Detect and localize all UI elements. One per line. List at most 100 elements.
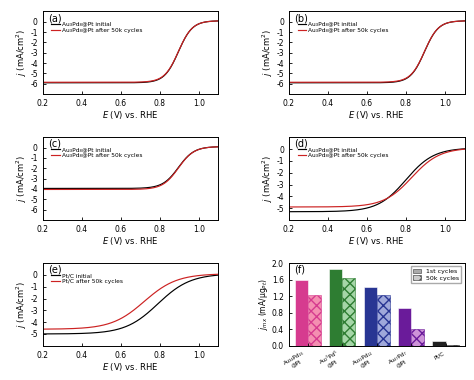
Au₃Pd₈@Pt after 50k cycles	[144, 187, 149, 191]
Au₃Pd₈@Pt initial	[172, 170, 178, 174]
Text: (b): (b)	[294, 13, 308, 23]
Line: Au₃Pd₈@Pt initial: Au₃Pd₈@Pt initial	[289, 21, 465, 83]
Au₃Pd₈@Pt initial	[157, 76, 163, 81]
Au₃Pd₈@Pt after 50k cycles	[157, 184, 163, 188]
Au₃Pd₈@Pt after 50k cycles	[119, 80, 125, 84]
Au₃Pd₈@Pt initial	[403, 76, 409, 81]
Au₃Pd₈@Pt after 50k cycles	[216, 144, 221, 149]
Au₃Pd₈@Pt initial	[216, 144, 221, 149]
Au₃Pd₈@Pt after 50k cycles	[71, 187, 77, 192]
Legend: Au₃Pd₈@Pt initial, Au₃Pd₈@Pt after 50k cycles: Au₃Pd₈@Pt initial, Au₃Pd₈@Pt after 50k c…	[51, 147, 143, 159]
Pt/C after 50k cycles	[172, 279, 178, 283]
Bar	[377, 295, 390, 346]
Pt/C initial	[85, 331, 91, 336]
Bar	[432, 341, 446, 346]
Legend: Au₃Pd₈@Pt initial, Au₃Pd₈@Pt after 50k cycles: Au₃Pd₈@Pt initial, Au₃Pd₈@Pt after 50k c…	[51, 21, 143, 33]
Y-axis label: $j$ (mA/cm$^2$): $j$ (mA/cm$^2$)	[14, 155, 29, 202]
X-axis label: $E$ (V) vs. RHE: $E$ (V) vs. RHE	[102, 109, 159, 122]
Au₃Pd₈@Pt after 50k cycles	[172, 57, 178, 61]
X-axis label: $E$ (V) vs. RHE: $E$ (V) vs. RHE	[102, 235, 159, 247]
Bar	[295, 280, 308, 346]
Pt/C after 50k cycles	[119, 315, 125, 320]
Au₃Pd₈@Pt initial	[331, 209, 337, 214]
Line: Pt/C after 50k cycles: Pt/C after 50k cycles	[43, 274, 219, 329]
Text: (a): (a)	[48, 13, 62, 23]
Au₃Pd₈@Pt after 50k cycles	[365, 80, 371, 84]
Pt/C initial	[71, 331, 77, 336]
Bar	[364, 287, 377, 346]
Au₃Pd₈@Pt after 50k cycles	[144, 79, 149, 84]
Pt/C initial	[216, 273, 221, 277]
Pt/C initial	[144, 312, 149, 317]
Au₃Pd₈@Pt initial	[119, 186, 125, 191]
Pt/C after 50k cycles	[144, 298, 149, 302]
Pt/C after 50k cycles	[157, 287, 163, 291]
Au₃Pd₈@Pt after 50k cycles	[418, 166, 424, 170]
Au₃Pd₈@Pt initial	[390, 80, 395, 84]
Au₃Pd₈@Pt after 50k cycles	[418, 57, 424, 61]
Y-axis label: $j$ (mA/cm$^2$): $j$ (mA/cm$^2$)	[14, 281, 29, 328]
Au₃Pd₈@Pt initial	[462, 19, 467, 23]
X-axis label: $E$ (V) vs. RHE: $E$ (V) vs. RHE	[102, 361, 159, 373]
Pt/C after 50k cycles	[85, 325, 91, 330]
Bar	[342, 278, 356, 346]
Au₃Pd₈@Pt after 50k cycles	[462, 19, 467, 23]
Bar	[329, 269, 342, 346]
X-axis label: $E$ (V) vs. RHE: $E$ (V) vs. RHE	[348, 235, 405, 247]
Line: Au₃Pd₈@Pt after 50k cycles: Au₃Pd₈@Pt after 50k cycles	[43, 21, 219, 82]
Line: Au₃Pd₈@Pt after 50k cycles: Au₃Pd₈@Pt after 50k cycles	[289, 149, 465, 207]
Bar	[446, 345, 459, 346]
Pt/C initial	[157, 299, 163, 304]
Au₃Pd₈@Pt initial	[144, 80, 149, 84]
Bar	[411, 329, 424, 346]
Au₃Pd₈@Pt after 50k cycles	[331, 204, 337, 209]
Au₃Pd₈@Pt initial	[317, 209, 323, 214]
Au₃Pd₈@Pt after 50k cycles	[85, 80, 91, 85]
Bar	[398, 308, 411, 346]
Au₃Pd₈@Pt initial	[403, 177, 409, 182]
Au₃Pd₈@Pt after 50k cycles	[286, 80, 292, 85]
Au₃Pd₈@Pt initial	[418, 162, 424, 166]
Au₃Pd₈@Pt after 50k cycles	[85, 187, 91, 192]
Legend: Au₃Pd₈@Pt initial, Au₃Pd₈@Pt after 50k cycles: Au₃Pd₈@Pt initial, Au₃Pd₈@Pt after 50k c…	[297, 21, 389, 33]
Au₃Pd₈@Pt initial	[40, 186, 46, 191]
Line: Pt/C initial: Pt/C initial	[43, 275, 219, 334]
Au₃Pd₈@Pt initial	[462, 147, 467, 151]
Au₃Pd₈@Pt after 50k cycles	[40, 80, 46, 85]
Pt/C initial	[172, 287, 178, 291]
Legend: Pt/C initial, Pt/C after 50k cycles: Pt/C initial, Pt/C after 50k cycles	[51, 272, 124, 285]
X-axis label: $E$ (V) vs. RHE: $E$ (V) vs. RHE	[348, 109, 405, 122]
Au₃Pd₈@Pt initial	[286, 209, 292, 214]
Au₃Pd₈@Pt initial	[365, 206, 371, 210]
Legend: Au₃Pd₈@Pt initial, Au₃Pd₈@Pt after 50k cycles: Au₃Pd₈@Pt initial, Au₃Pd₈@Pt after 50k c…	[297, 147, 389, 159]
Line: Au₃Pd₈@Pt after 50k cycles: Au₃Pd₈@Pt after 50k cycles	[43, 147, 219, 190]
Au₃Pd₈@Pt after 50k cycles	[403, 181, 409, 185]
Au₃Pd₈@Pt after 50k cycles	[172, 170, 178, 175]
Au₃Pd₈@Pt initial	[119, 81, 125, 85]
Au₃Pd₈@Pt initial	[365, 81, 371, 85]
Line: Au₃Pd₈@Pt initial: Au₃Pd₈@Pt initial	[289, 149, 465, 212]
Au₃Pd₈@Pt after 50k cycles	[365, 202, 371, 207]
Line: Au₃Pd₈@Pt initial: Au₃Pd₈@Pt initial	[43, 21, 219, 83]
Y-axis label: $j$ (mA/cm$^2$): $j$ (mA/cm$^2$)	[261, 29, 275, 76]
Au₃Pd₈@Pt after 50k cycles	[317, 204, 323, 209]
Y-axis label: $j_{mx}$ (mA/μg$_{Pt}$): $j_{mx}$ (mA/μg$_{Pt}$)	[257, 279, 270, 330]
Au₃Pd₈@Pt initial	[390, 192, 395, 196]
Text: (e): (e)	[48, 265, 62, 275]
Au₃Pd₈@Pt after 50k cycles	[390, 79, 395, 84]
Au₃Pd₈@Pt after 50k cycles	[216, 19, 221, 23]
Bar	[308, 295, 321, 346]
Au₃Pd₈@Pt initial	[71, 186, 77, 191]
Au₃Pd₈@Pt after 50k cycles	[462, 147, 467, 152]
Au₃Pd₈@Pt after 50k cycles	[40, 187, 46, 192]
Au₃Pd₈@Pt initial	[331, 81, 337, 85]
Text: (f): (f)	[294, 265, 305, 275]
Text: (d): (d)	[294, 139, 308, 149]
Pt/C initial	[119, 326, 125, 330]
Au₃Pd₈@Pt initial	[71, 81, 77, 85]
Pt/C after 50k cycles	[71, 326, 77, 331]
Au₃Pd₈@Pt initial	[317, 81, 323, 85]
Au₃Pd₈@Pt initial	[85, 186, 91, 191]
Au₃Pd₈@Pt after 50k cycles	[403, 76, 409, 81]
Au₃Pd₈@Pt after 50k cycles	[286, 205, 292, 209]
